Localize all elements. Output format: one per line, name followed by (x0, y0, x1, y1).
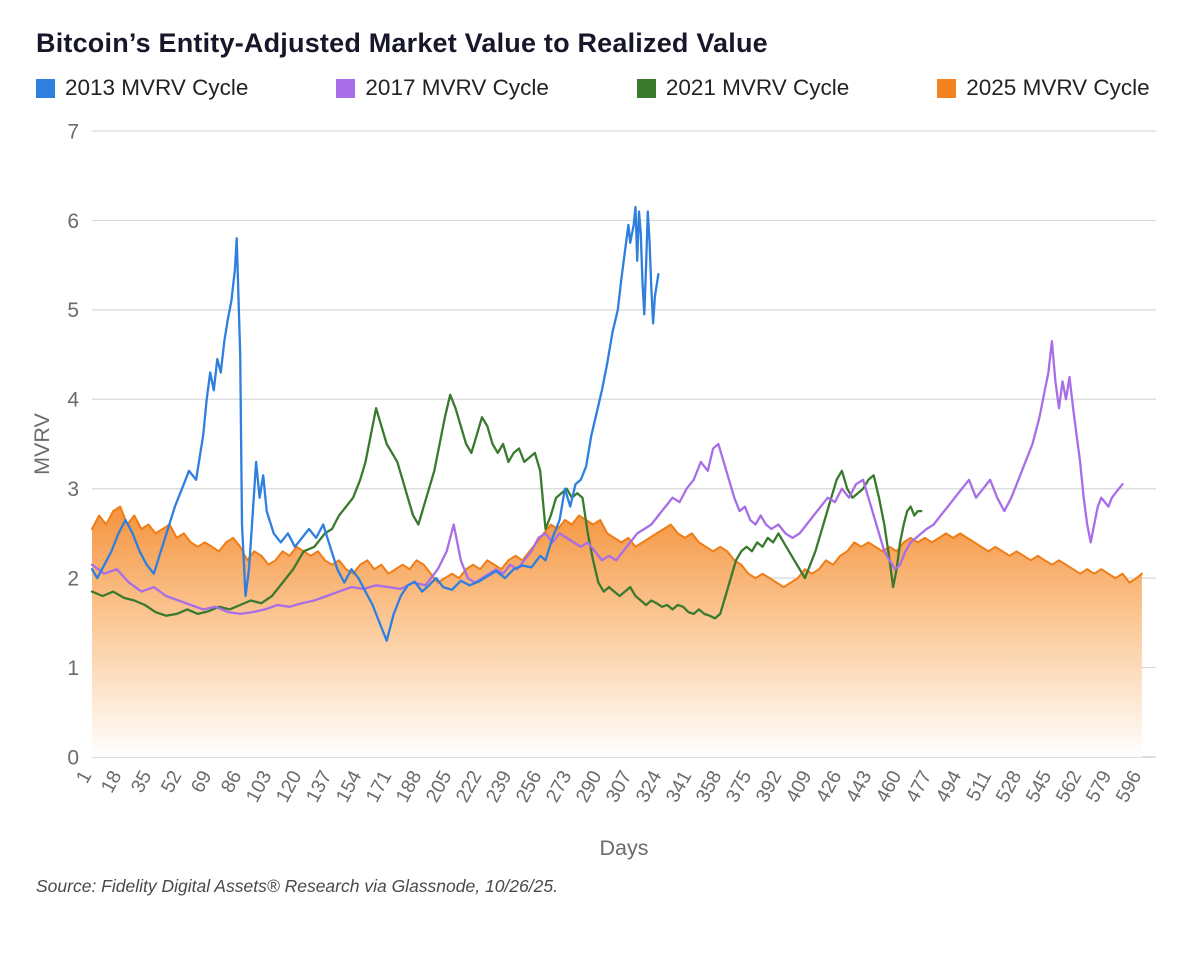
legend-item-2013: 2013 MVRV Cycle (36, 75, 248, 101)
x-tick-label: 358 (692, 767, 727, 806)
y-tick-label: 6 (67, 210, 79, 233)
x-tick-label: 409 (782, 767, 817, 806)
y-axis-label: MVRV (34, 412, 54, 474)
x-tick-label: 18 (97, 767, 127, 796)
legend-item-2025: 2025 MVRV Cycle (937, 75, 1150, 101)
legend-swatch-2013 (36, 78, 55, 98)
x-tick-label: 52 (157, 767, 187, 796)
series-line-2025 (91, 505, 1143, 589)
y-tick-label: 5 (67, 299, 79, 322)
y-tick-label: 4 (67, 389, 79, 412)
x-tick-label: 103 (242, 767, 277, 806)
x-tick-label: 239 (482, 767, 517, 806)
series-line-2017 (90, 340, 1124, 616)
chart-title: Bitcoin’s Entity-Adjusted Market Value t… (36, 28, 768, 58)
x-tick-label: 375 (722, 767, 757, 806)
x-tick-label: 222 (452, 767, 487, 806)
x-tick-label: 324 (632, 767, 667, 806)
x-tick-label: 443 (842, 767, 877, 806)
x-tick-label: 171 (362, 767, 397, 806)
series-area-2025 (92, 506, 1142, 757)
x-tick-label: 528 (992, 767, 1027, 806)
source-note: Source: Fidelity Digital Assets® Researc… (36, 876, 558, 896)
x-tick-label: 1 (72, 767, 97, 787)
x-tick-label: 341 (662, 767, 697, 806)
x-tick-label: 392 (752, 767, 787, 806)
legend-label-2021: 2021 MVRV Cycle (665, 75, 850, 100)
x-tick-label: 596 (1112, 767, 1147, 806)
x-tick-label: 137 (302, 767, 337, 806)
legend-item-2021: 2021 MVRV Cycle (636, 75, 850, 101)
legend-swatch-2021 (636, 78, 656, 98)
x-tick-label: 188 (392, 767, 427, 806)
y-tick-label: 2 (67, 567, 79, 590)
x-tick-label: 273 (542, 767, 577, 806)
x-tick-label: 545 (1022, 767, 1057, 806)
x-axis-label: Days (600, 836, 649, 860)
legend: 2013 MVRV Cycle 2017 MVRV Cycle 2021 MVR… (36, 75, 1166, 101)
x-tick-label: 477 (902, 767, 937, 806)
legend-label-2017: 2017 MVRV Cycle (365, 75, 549, 100)
x-tick-label: 511 (962, 767, 996, 805)
legend-item-2017: 2017 MVRV Cycle (336, 75, 549, 101)
x-tick-label: 205 (422, 767, 457, 806)
y-tick-label: 1 (67, 657, 79, 680)
y-tick-label: 0 (67, 746, 79, 769)
legend-label-2025: 2025 MVRV Cycle (966, 75, 1150, 100)
x-tick-label: 579 (1082, 767, 1117, 806)
x-tick-label: 35 (127, 767, 157, 797)
x-tick-label: 426 (812, 767, 847, 806)
y-tick-label: 7 (67, 120, 79, 143)
x-tick-label: 290 (572, 767, 607, 806)
legend-label-2013: 2013 MVRV Cycle (65, 75, 249, 100)
x-tick-label: 154 (332, 767, 367, 806)
x-tick-label: 256 (512, 767, 547, 806)
x-tick-label: 562 (1052, 767, 1087, 806)
x-tick-label: 494 (932, 767, 967, 806)
x-tick-label: 69 (187, 767, 217, 796)
y-tick-label: 3 (67, 478, 79, 501)
x-tick-label: 460 (872, 767, 907, 806)
legend-swatch-2025 (937, 78, 957, 98)
series-line-2021 (90, 393, 923, 620)
legend-swatch-2017 (336, 78, 356, 98)
x-tick-label: 120 (272, 767, 307, 806)
x-tick-label: 86 (217, 767, 247, 796)
series-line-2013 (90, 205, 660, 642)
x-tick-label: 307 (602, 767, 637, 806)
